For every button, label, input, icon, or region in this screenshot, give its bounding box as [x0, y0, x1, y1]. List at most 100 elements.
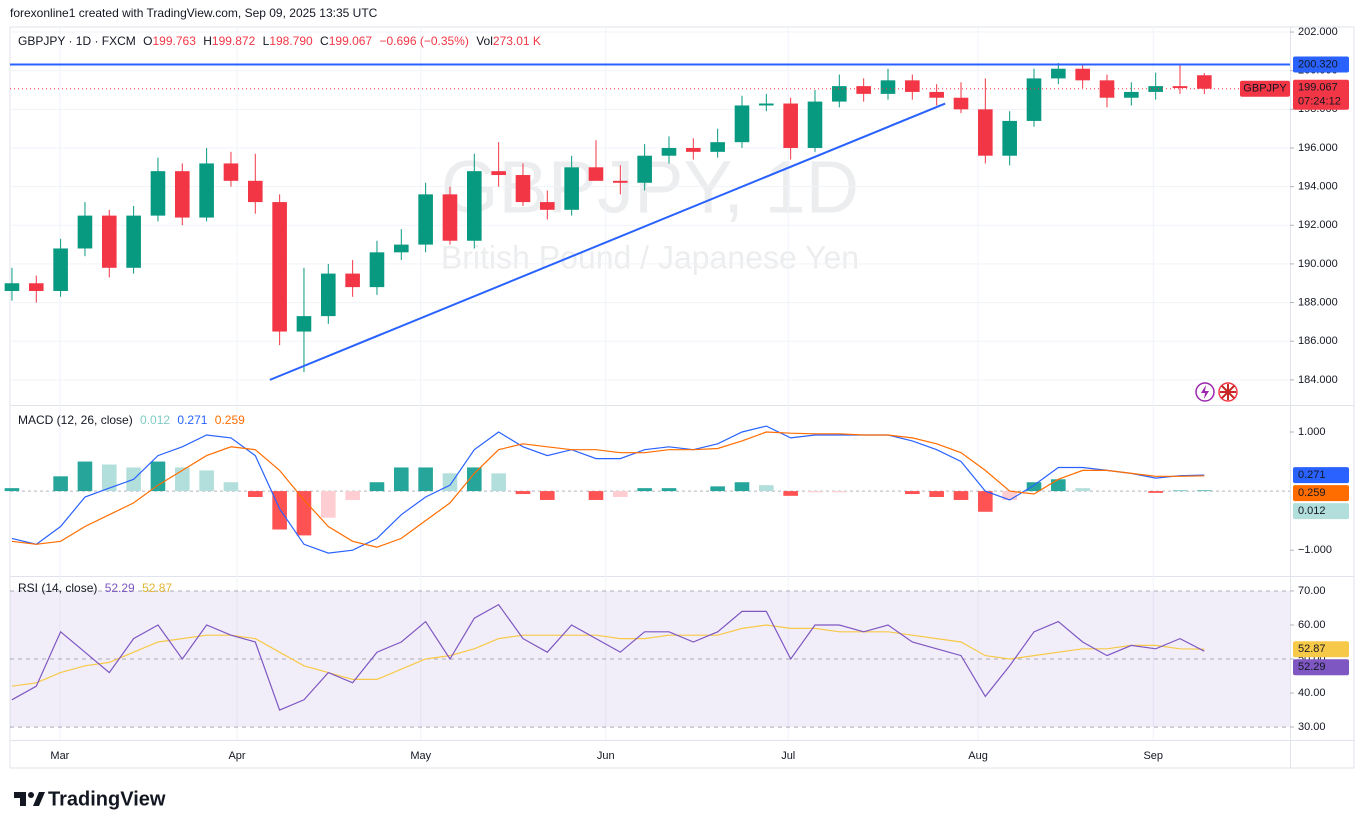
candle-body [4, 283, 20, 291]
histogram-bar [345, 491, 360, 500]
candle-body [1075, 68, 1090, 81]
histogram-bar [53, 476, 68, 492]
candle-body [296, 316, 312, 332]
candle-body [856, 86, 871, 94]
candle-body [1026, 78, 1042, 121]
legend-change: −0.696 (−0.35%) [379, 34, 468, 48]
legend-key: L [263, 34, 270, 48]
macd-title: MACD (12, 26, close) [18, 413, 133, 427]
credit: forexonline1 created with TradingView.co… [10, 6, 378, 20]
candle-body [1051, 68, 1066, 79]
candle-body [320, 273, 336, 317]
histogram-bar [540, 491, 555, 500]
x-tick-label: May [410, 750, 431, 762]
axis-value-box [1293, 641, 1349, 658]
histogram-bar [807, 491, 823, 493]
y-tick-label: 194.000 [1298, 181, 1338, 193]
histogram-bar [77, 461, 93, 492]
histogram-bar [223, 482, 239, 492]
marks-layer [4, 62, 1290, 711]
histogram-bar [442, 473, 458, 492]
histogram-value: 0.012 [140, 413, 170, 427]
signal-value: 0.259 [215, 413, 245, 427]
x-tick-label: Jun [597, 750, 615, 762]
histogram-bar [1026, 482, 1042, 492]
signal-line [11, 431, 1205, 548]
candle-body [272, 202, 287, 332]
legend-value: 199.872 [212, 34, 256, 48]
countdown-label: 07:24:12 [1298, 96, 1341, 108]
candle-body [174, 171, 190, 218]
rsi-value: 52.29 [105, 581, 135, 595]
hline-box [1293, 56, 1349, 73]
flag [1220, 384, 1236, 400]
y-tick-label: 40.00 [1298, 687, 1326, 699]
legend-value: 273.01 K [493, 34, 541, 48]
rsi-legend: RSI (14, close) 52.29 52.87 [18, 581, 172, 595]
lightning [1201, 385, 1209, 399]
candle-body [613, 180, 628, 183]
histogram-bar [588, 491, 604, 500]
legend-key: Vol [476, 34, 493, 48]
axis-value-box [1293, 467, 1349, 484]
x-tick-label: Jul [781, 750, 795, 762]
histogram-bar [369, 482, 385, 492]
candle-body [588, 167, 604, 181]
y-tick-label: −1.000 [1298, 544, 1332, 556]
logo-dot [28, 792, 34, 798]
candle-body [710, 142, 725, 152]
y-tick-label: 70.00 [1298, 585, 1326, 597]
histogram-bar [783, 491, 798, 496]
histogram-bar [929, 491, 944, 497]
y-tick-label: 186.000 [1298, 335, 1338, 347]
axis-value-label: 52.29 [1298, 661, 1326, 673]
candle-body [1148, 86, 1163, 92]
axis-value-label: 0.259 [1298, 487, 1326, 499]
candle-body [126, 215, 141, 268]
sub-watermark: British Pound / Japanese Yen [441, 239, 859, 275]
histogram-bar [710, 486, 725, 492]
last-price-box [1293, 79, 1349, 110]
rsi-ma-value: 52.87 [142, 581, 172, 595]
symbol-tag-label: GBPJPY [1243, 83, 1287, 95]
histogram-bar [1148, 491, 1163, 493]
candle-body [28, 283, 44, 291]
candle-body [515, 175, 531, 203]
candle-body [53, 248, 68, 291]
macd-value: 0.271 [177, 413, 207, 427]
y-tick-label: 188.000 [1298, 296, 1338, 308]
symbol: GBPJPY · 1D · FXCM [18, 34, 136, 48]
y-tick-label: 60.00 [1298, 619, 1326, 631]
histogram-bar [613, 491, 628, 497]
candle-body [394, 244, 409, 253]
candle-body [247, 180, 263, 203]
candle-body [1099, 80, 1115, 98]
histogram-bar [1051, 479, 1066, 492]
logo-mark [33, 792, 45, 806]
symbol-legend: GBPJPY · 1D · FXCM O199.763 H199.872 L19… [18, 34, 541, 48]
logo-mark [14, 792, 26, 806]
back-layer: GBPJPY, 1DBritish Pound / Japanese Yen20… [10, 26, 1338, 762]
candle-body [661, 147, 677, 156]
x-tick-label: Apr [228, 750, 245, 762]
candle-body [1172, 86, 1188, 89]
histogram-bar [1075, 488, 1090, 492]
candle-body [467, 171, 482, 241]
candle-body [953, 97, 969, 110]
frame [9, 26, 1355, 769]
histogram-bar [296, 491, 312, 536]
histogram-bar [4, 488, 20, 492]
footer-logo: TradingView [14, 788, 166, 810]
y-tick-label: 30.00 [1298, 721, 1326, 733]
candle-body [759, 103, 774, 106]
histogram-bar [491, 473, 506, 492]
histogram-bar [661, 488, 677, 492]
x-tick-label: Mar [50, 750, 69, 762]
x-tick-label: Aug [968, 750, 988, 762]
axis-value-label: 0.271 [1298, 469, 1326, 481]
candle-body [929, 91, 944, 98]
hline-label: 200.320 [1298, 58, 1338, 70]
histogram-bar [1172, 490, 1188, 492]
candle-body [1124, 91, 1139, 98]
